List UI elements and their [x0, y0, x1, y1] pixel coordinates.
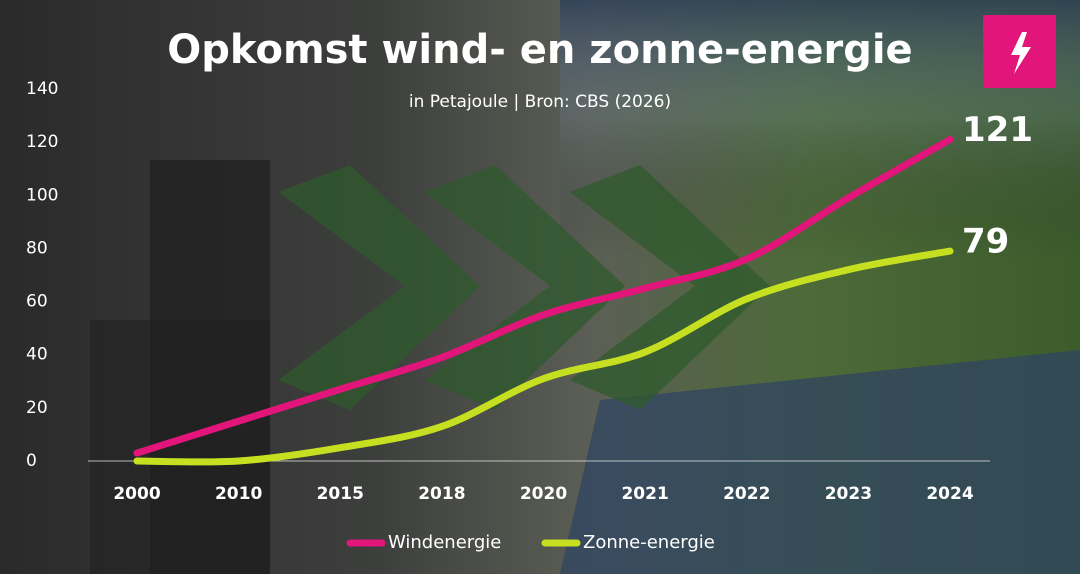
- y-tick-label: 0: [26, 451, 37, 471]
- x-tick-label: 2022: [723, 484, 770, 504]
- y-tick-label: 140: [26, 79, 58, 99]
- x-tick-label: 2020: [520, 484, 567, 504]
- series-line: [133, 135, 954, 457]
- x-tick-label: 2018: [418, 484, 465, 504]
- y-tick-label: 20: [26, 398, 48, 418]
- y-tick-label: 120: [26, 132, 58, 152]
- chart-subtitle: in Petajoule | Bron: CBS (2026): [409, 92, 671, 112]
- x-tick-label: 2000: [113, 484, 160, 504]
- x-tick-label: 2021: [621, 484, 668, 504]
- x-tick-label: 2024: [926, 484, 973, 504]
- y-tick-label: 40: [26, 345, 48, 365]
- x-tick-label: 2015: [317, 484, 364, 504]
- data-label: 79: [962, 222, 1009, 262]
- logo: [983, 15, 1056, 88]
- y-tick-label: 80: [26, 238, 48, 258]
- x-tick-label: 2023: [825, 484, 872, 504]
- y-tick-label: 100: [26, 185, 58, 205]
- legend-label: Zonne-energie: [583, 532, 715, 553]
- y-tick-label: 60: [26, 292, 48, 312]
- data-label: 121: [962, 110, 1033, 150]
- chart-title: Opkomst wind- en zonne-energie: [167, 27, 912, 73]
- legend-label: Windenergie: [388, 532, 501, 553]
- x-tick-label: 2010: [215, 484, 262, 504]
- series-line: [133, 247, 954, 466]
